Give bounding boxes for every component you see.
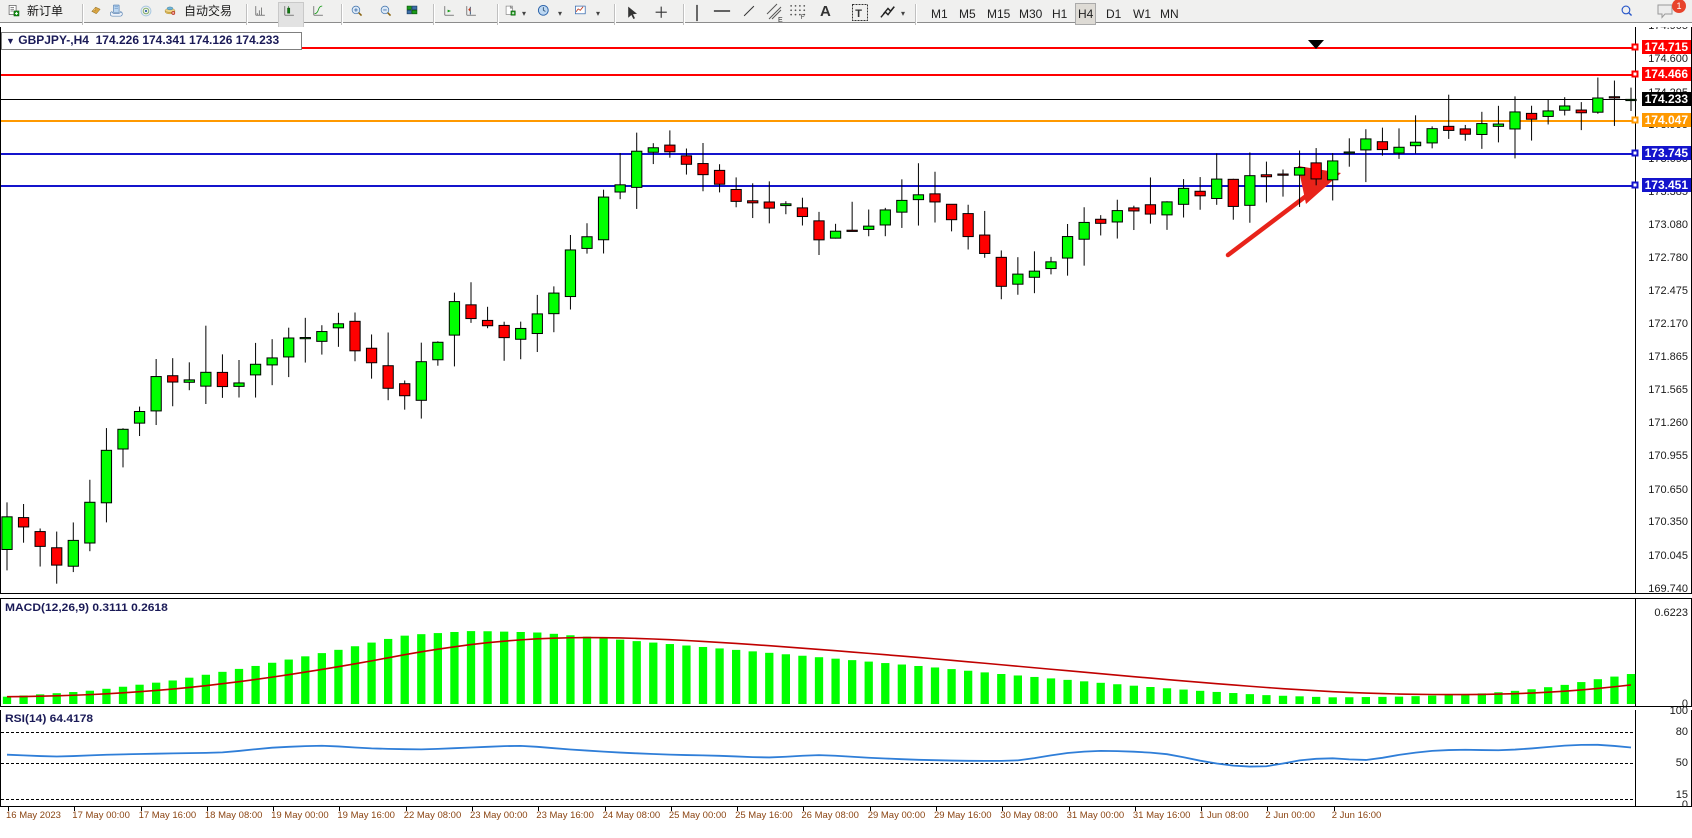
svg-text:T: T: [855, 8, 862, 20]
svg-text:F: F: [801, 14, 805, 19]
svg-text:E: E: [778, 17, 783, 23]
